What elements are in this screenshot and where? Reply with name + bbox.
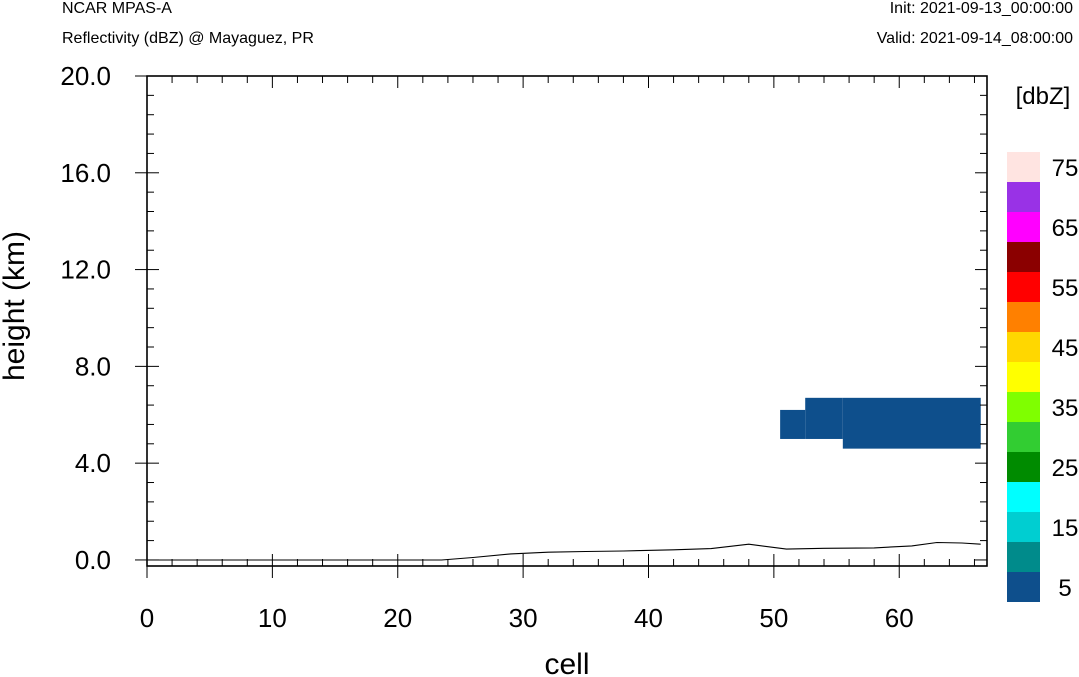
x-tick-label: 40 (634, 603, 663, 633)
colorbar-unit-label: [dbZ] (1016, 83, 1071, 110)
colorbar-box (1007, 152, 1040, 182)
colorbar-box (1007, 572, 1040, 602)
reflectivity-cell (780, 409, 806, 439)
colorbar-box (1007, 512, 1040, 542)
colorbar-box (1007, 302, 1040, 332)
reflectivity-cell (805, 397, 843, 439)
colorbar-box (1007, 392, 1040, 422)
x-tick-label: 10 (258, 603, 287, 633)
colorbar-label: 45 (1052, 335, 1079, 362)
reflectivity-cell (842, 397, 981, 449)
tick-labels: 0 10 20 30 40 50 60 0.0 4.0 8.0 12.0 16.0 20.0 (60, 61, 913, 633)
field-subtitle: Reflectivity (dBZ) @ Mayaguez, PR (62, 30, 314, 47)
terrain-line (147, 541, 981, 561)
colorbar-box (1007, 422, 1040, 452)
y-tick-label: 16.0 (60, 158, 111, 188)
colorbar-box (1007, 182, 1040, 212)
colorbar-label: 15 (1052, 515, 1079, 542)
valid-time: Valid: 2021-09-14_08:00:00 (876, 30, 1073, 47)
colorbar-box (1007, 362, 1040, 392)
plot-frame (146, 75, 988, 567)
colorbar-label: 75 (1052, 155, 1079, 182)
y-axis-label: height (km) (0, 231, 31, 381)
y-tick-label: 12.0 (60, 255, 111, 285)
x-tick-label: 50 (759, 603, 788, 633)
x-tick-label: 30 (509, 603, 538, 633)
y-tick-label: 8.0 (75, 351, 111, 381)
plot-area (147, 397, 981, 561)
x-tick-label: 0 (140, 603, 154, 633)
colorbar-label: 65 (1052, 215, 1079, 242)
y-tick-label: 0.0 (75, 545, 111, 575)
colorbar-box (1007, 332, 1040, 362)
y-tick-label: 20.0 (60, 61, 111, 91)
colorbar-box (1007, 212, 1040, 242)
colorbar-label: 25 (1052, 455, 1079, 482)
x-axis-label: cell (544, 648, 589, 677)
colorbar-box (1007, 542, 1040, 572)
colorbar-box (1007, 452, 1040, 482)
colorbar-box (1007, 482, 1040, 512)
axis-ticks (135, 75, 987, 578)
y-tick-label: 4.0 (75, 448, 111, 478)
model-title: NCAR MPAS-A (62, 0, 172, 17)
colorbar-label: 35 (1052, 395, 1079, 422)
x-tick-label: 60 (885, 603, 914, 633)
colorbar: 5 15 25 35 45 55 65 75 (1007, 152, 1078, 602)
init-time: Init: 2021-09-13_00:00:00 (889, 0, 1073, 17)
colorbar-box (1007, 272, 1040, 302)
colorbar-label: 55 (1052, 275, 1079, 302)
x-tick-label: 20 (383, 603, 412, 633)
colorbar-box (1007, 242, 1040, 272)
colorbar-label: 5 (1058, 575, 1071, 602)
